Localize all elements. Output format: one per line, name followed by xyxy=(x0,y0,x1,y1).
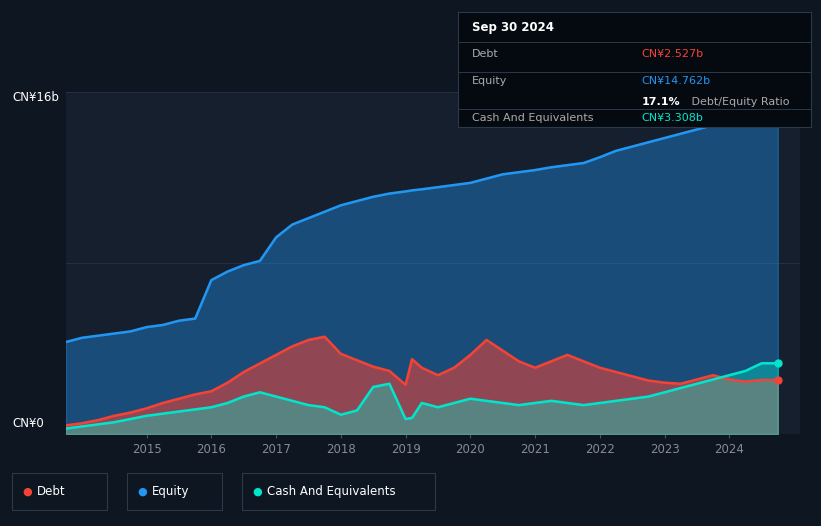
Text: 17.1%: 17.1% xyxy=(642,97,681,107)
Text: CN¥16b: CN¥16b xyxy=(12,91,59,104)
Text: CN¥3.308b: CN¥3.308b xyxy=(642,114,704,124)
Text: Cash And Equivalents: Cash And Equivalents xyxy=(472,114,594,124)
Text: CN¥0: CN¥0 xyxy=(12,417,44,430)
Text: Cash And Equivalents: Cash And Equivalents xyxy=(267,485,396,498)
Text: Debt/Equity Ratio: Debt/Equity Ratio xyxy=(688,97,789,107)
Text: ●: ● xyxy=(252,487,262,497)
Text: Debt: Debt xyxy=(37,485,66,498)
Text: Debt: Debt xyxy=(472,48,499,58)
Text: CN¥14.762b: CN¥14.762b xyxy=(642,76,711,86)
Text: Sep 30 2024: Sep 30 2024 xyxy=(472,21,554,34)
Text: ●: ● xyxy=(22,487,32,497)
Text: ●: ● xyxy=(137,487,147,497)
Text: CN¥2.527b: CN¥2.527b xyxy=(642,48,704,58)
Text: Equity: Equity xyxy=(472,76,507,86)
Text: Equity: Equity xyxy=(152,485,190,498)
